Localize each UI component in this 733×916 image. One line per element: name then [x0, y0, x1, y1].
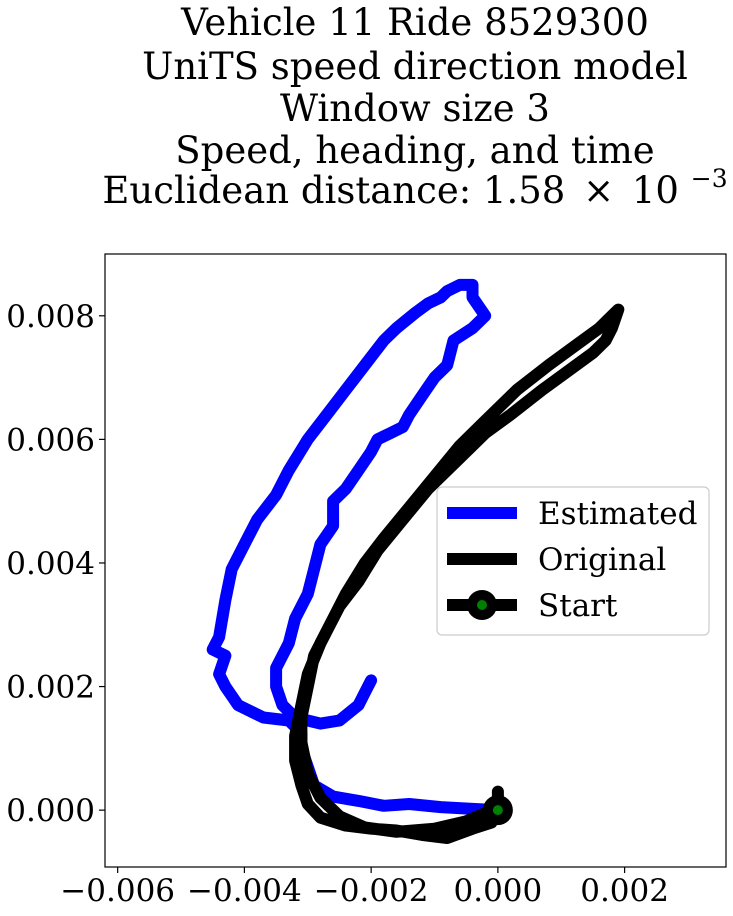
title-line-3: Window size 3 — [280, 87, 550, 130]
title-metric-times: × — [583, 169, 614, 212]
legend-label-start: Start — [538, 588, 618, 624]
series-layer — [206, 278, 625, 844]
x-tick-label: 0.002 — [580, 873, 669, 909]
legend-swatch-start-dot — [477, 600, 487, 610]
title-metric-base: 10 — [632, 169, 679, 212]
title-metric-prefix: Euclidean distance: 1.58 — [102, 169, 565, 212]
x-tick-label: −0.006 — [60, 873, 175, 909]
title-line-1: Vehicle 11 Ride 8529300 — [180, 1, 649, 44]
chart-title: Vehicle 11 Ride 8529300 UniTS speed dire… — [102, 1, 727, 212]
axis-ticks: −0.006 −0.004 −0.002 0.000 0.002 0.000 0.002 0.… — [6, 299, 669, 909]
title-metric-exponent: −3 — [691, 164, 728, 193]
y-tick-label: 0.000 — [6, 793, 95, 829]
legend-label-original: Original — [538, 542, 666, 578]
x-tick-label: −0.004 — [187, 873, 302, 909]
title-line-5: Euclidean distance: 1.58 × 10 −3 — [102, 164, 727, 212]
title-line-4: Speed, heading, and time — [175, 129, 654, 172]
series-line-estimated — [206, 278, 504, 817]
title-line-2: UniTS speed direction model — [142, 45, 688, 88]
series-line-original — [289, 303, 625, 844]
start-marker-dot — [492, 805, 503, 816]
y-tick-label: 0.002 — [6, 670, 95, 706]
x-tick-label: −0.002 — [314, 873, 429, 909]
y-tick-label: 0.008 — [6, 299, 95, 335]
legend-label-estimated: Estimated — [538, 496, 697, 532]
legend: Estimated Original Start — [436, 486, 710, 636]
y-tick-label: 0.006 — [6, 422, 95, 458]
x-tick-label: 0.000 — [454, 873, 543, 909]
plot-area — [104, 253, 727, 868]
legend-frame — [436, 486, 710, 636]
y-tick-label: 0.004 — [6, 546, 95, 582]
